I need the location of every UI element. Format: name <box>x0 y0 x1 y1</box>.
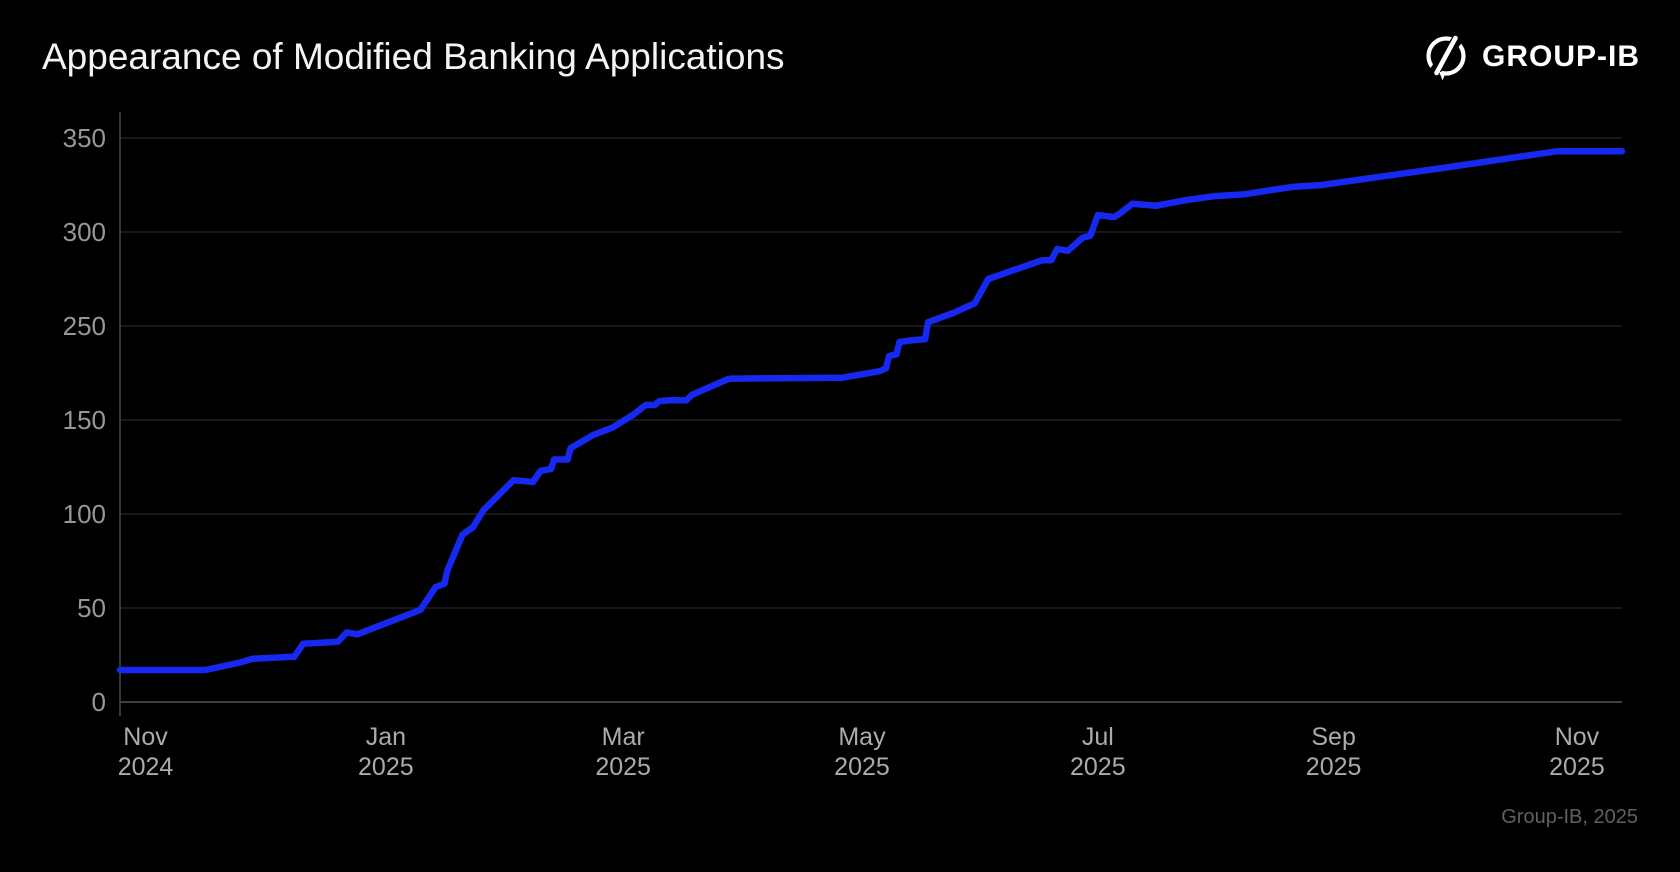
x-tick-label: Nov <box>1555 723 1600 751</box>
x-tick-year-label: 2025 <box>834 753 890 781</box>
x-tick-year-label: 2025 <box>1306 753 1362 781</box>
x-tick-label: May <box>838 723 886 751</box>
x-tick-year-label: 2025 <box>1070 753 1126 781</box>
line-chart: 050100150250300350Nov2024Jan2025Mar2025M… <box>63 112 1626 781</box>
group-ib-logo-icon <box>1426 33 1466 81</box>
x-tick-label: Mar <box>602 723 645 751</box>
y-tick-label: 0 <box>92 687 106 717</box>
credit-text: Group-IB, 2025 <box>1501 806 1638 828</box>
brand-wordmark: GROUP-IB <box>1482 40 1640 73</box>
x-tick-label: Jan <box>366 723 406 751</box>
x-tick-year-label: 2025 <box>595 753 651 781</box>
x-tick-label: Nov <box>123 723 168 751</box>
y-tick-label: 250 <box>63 311 106 341</box>
y-tick-label: 100 <box>63 499 106 529</box>
y-tick-label: 150 <box>63 405 106 435</box>
y-tick-label: 50 <box>77 593 106 623</box>
x-tick-year-label: 2024 <box>118 753 174 781</box>
brand-lockup: GROUP-IB <box>1422 33 1640 81</box>
x-tick-year-label: 2025 <box>1549 753 1605 781</box>
x-tick-label: Sep <box>1311 723 1355 751</box>
data-line <box>116 147 1626 674</box>
y-tick-label: 350 <box>63 123 106 153</box>
x-tick-label: Jul <box>1082 723 1114 751</box>
x-tick-year-label: 2025 <box>358 753 414 781</box>
y-tick-label: 300 <box>63 217 106 247</box>
page-title: Appearance of Modified Banking Applicati… <box>42 36 785 77</box>
